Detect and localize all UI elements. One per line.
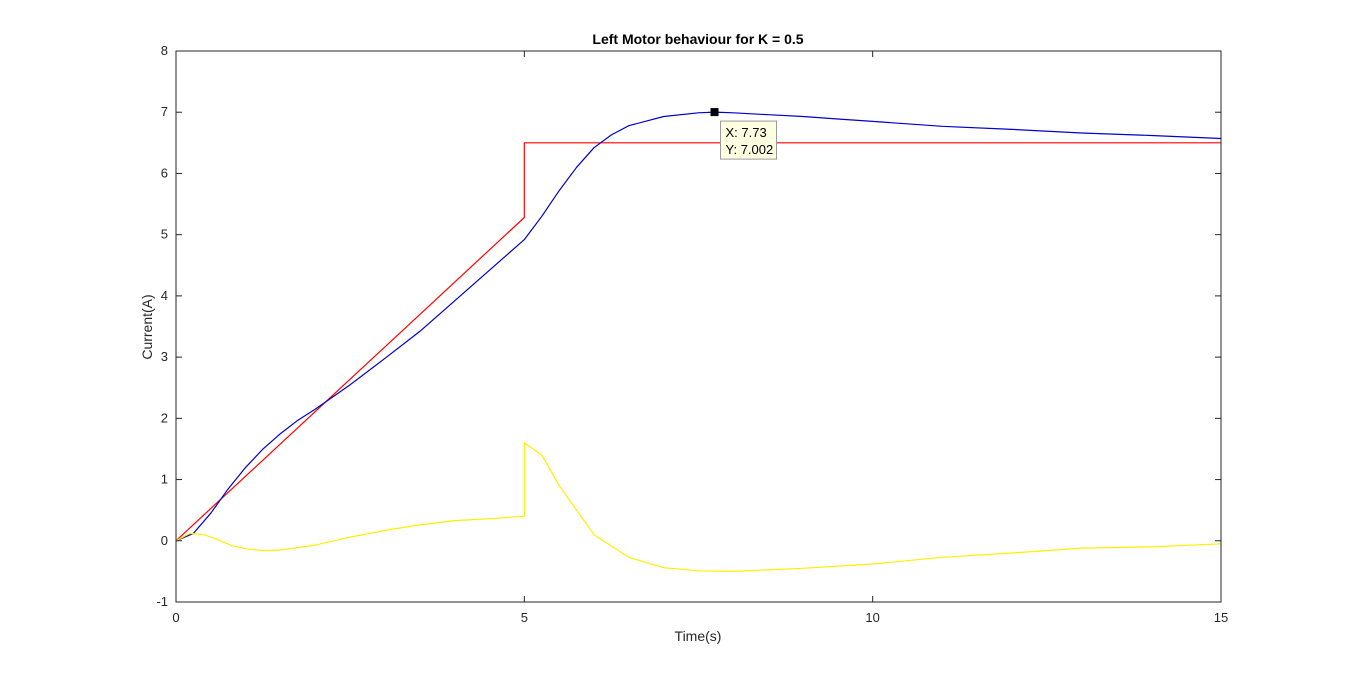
- y-axis-label: Current(A): [139, 294, 155, 359]
- y-tick-label: 0: [161, 533, 168, 548]
- x-axis-label: Time(s): [675, 628, 722, 644]
- y-tick-label: 2: [161, 410, 168, 425]
- datatip[interactable]: X: 7.73 Y: 7.002: [710, 108, 778, 160]
- y-tick-label: 7: [161, 104, 168, 119]
- series-line-3: [175, 442, 1222, 573]
- datatip-marker[interactable]: [710, 108, 719, 117]
- y-tick-label: 3: [161, 349, 168, 364]
- x-tick-label: 15: [1214, 610, 1228, 625]
- y-tick-label: 5: [161, 227, 168, 242]
- series-line-1: [175, 142, 1221, 542]
- tick-layer: 0 5 10 15 -1 0 1 2 3 4 5 6 7 8: [156, 43, 1228, 625]
- x-tick-label: 0: [172, 610, 179, 625]
- plot-area: [176, 51, 1221, 602]
- x-tick-label: 10: [865, 610, 879, 625]
- y-tick-label: 1: [161, 472, 168, 487]
- datatip-box: [720, 120, 778, 160]
- y-tick-label: -1: [156, 594, 168, 609]
- series-line-2: [175, 111, 1222, 542]
- y-tick-label: 8: [161, 43, 168, 58]
- chart-title: Left Motor behaviour for K = 0.5: [592, 31, 803, 47]
- x-tick-label: 5: [521, 610, 528, 625]
- axes-box: [175, 50, 1222, 603]
- series-layer: [175, 111, 1222, 573]
- y-tick-label: 4: [161, 288, 168, 303]
- datatip-x-text: X: 7.73: [726, 125, 767, 140]
- datatip-y-text: Y: 7.002: [726, 142, 774, 157]
- y-tick-label: 6: [161, 165, 168, 180]
